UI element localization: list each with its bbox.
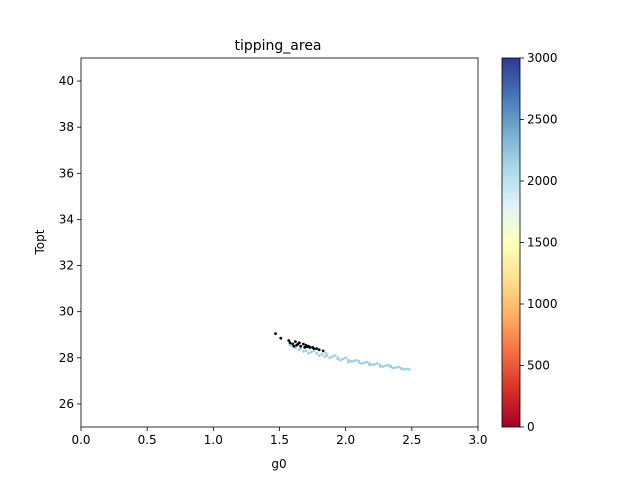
chart-title: tipping_area — [234, 38, 321, 54]
scatter-point — [333, 354, 337, 357]
x-tick-label: 2.0 — [336, 433, 355, 447]
scatter-point — [312, 349, 316, 353]
colorbar-ticks: 0 500 1000 1500 2000 2500 3000 — [520, 51, 558, 434]
colorbar: 0 500 1000 1500 2000 2500 3000 — [501, 51, 558, 434]
scatter-point — [354, 358, 358, 362]
scatter-point — [292, 344, 296, 348]
scatter-point — [338, 358, 342, 362]
y-tick-label: 40 — [59, 74, 74, 88]
scatter-point — [293, 340, 297, 344]
colorbar-tick-label: 2000 — [527, 174, 558, 188]
y-tick-label: 28 — [59, 351, 74, 365]
scatter-point — [288, 343, 292, 347]
scatter-point — [389, 364, 393, 368]
scatter-point — [312, 347, 316, 350]
scatter-point — [309, 350, 313, 354]
scatter-point — [368, 363, 371, 367]
scatter-point — [346, 360, 350, 364]
scatter-point — [304, 349, 308, 353]
scatter-point — [297, 348, 301, 352]
x-tick-label: 2.5 — [402, 433, 421, 447]
x-tick-label: 1.0 — [204, 433, 223, 447]
y-tick-label: 26 — [59, 397, 74, 411]
x-tick-label: 0.5 — [138, 433, 157, 447]
scatter-point — [323, 355, 326, 359]
scatter-point — [362, 361, 366, 365]
scatter-point — [405, 367, 408, 371]
scatter-point — [391, 366, 395, 370]
scatter-point — [315, 347, 318, 350]
scatter-point — [288, 341, 292, 345]
scatter-point — [376, 361, 379, 365]
scatter-point — [308, 346, 312, 349]
scatter-point — [331, 355, 334, 359]
scatter-point — [397, 365, 400, 369]
plot-area: tipping_area 0.0 0.5 1.0 1.5 2.0 2.5 3.0 26 28 3… — [33, 38, 488, 471]
scatter-point — [365, 360, 369, 364]
scatter-point — [299, 344, 303, 348]
scatter-point — [394, 366, 398, 369]
scatter-point — [301, 342, 305, 346]
scatter-point — [328, 356, 332, 360]
y-tick-label: 38 — [59, 120, 74, 134]
x-tick-label: 1.5 — [270, 433, 289, 447]
x-tick-label: 0.0 — [71, 433, 90, 447]
scatter-point — [352, 359, 356, 363]
scatter-point — [303, 346, 307, 349]
scatter-point — [349, 359, 353, 363]
scatter-point — [357, 359, 361, 363]
scatter-point — [279, 336, 283, 340]
scatter-point — [373, 362, 377, 366]
scatter-point — [321, 349, 325, 353]
scatter-point — [341, 357, 345, 361]
x-tick-label: 3.0 — [468, 433, 487, 447]
scatter-point — [325, 354, 329, 357]
y-tick-label: 36 — [59, 166, 74, 180]
scatter-point — [336, 357, 340, 361]
colorbar-tick-label: 1000 — [527, 297, 558, 311]
scatter-point — [386, 363, 390, 367]
scatter-point — [305, 345, 309, 349]
scatter-point — [402, 367, 406, 371]
colorbar-tick-label: 0 — [527, 420, 535, 434]
scatter-point — [301, 349, 305, 353]
y-tick-label: 34 — [59, 212, 74, 226]
x-axis-label: g0 — [271, 457, 286, 471]
y-axis: 26 28 30 32 34 36 38 40 — [59, 74, 81, 411]
y-tick-label: 30 — [59, 305, 74, 319]
scatter-point — [320, 352, 324, 356]
scatter-point — [324, 351, 328, 355]
colorbar-gradient — [502, 58, 520, 427]
x-axis: 0.0 0.5 1.0 1.5 2.0 2.5 3.0 — [71, 427, 488, 447]
scatter-point — [378, 364, 382, 368]
colorbar-tick-label: 3000 — [527, 51, 558, 65]
scatter-point — [291, 342, 295, 346]
scatter-point — [317, 354, 321, 357]
colorbar-tick-label: 500 — [527, 359, 550, 373]
scatter-point — [370, 363, 374, 367]
scatter-point — [296, 342, 300, 346]
colorbar-tick-label: 1500 — [527, 236, 558, 250]
scatter-point — [315, 351, 318, 355]
colorbar-tick-label: 2500 — [527, 113, 558, 127]
scatter-points — [274, 332, 411, 371]
scatter-point — [407, 367, 411, 371]
scatter-point — [274, 332, 277, 335]
scatter-point — [317, 348, 321, 352]
scatter-point — [383, 364, 387, 368]
y-tick-label: 32 — [59, 259, 74, 273]
scatter-point — [399, 367, 403, 371]
scatter-point — [381, 365, 385, 368]
scatter-point — [307, 351, 311, 355]
scatter-point — [344, 356, 348, 360]
scatter-point — [287, 339, 291, 342]
y-axis-label: Topt — [33, 229, 47, 255]
scatter-point — [360, 362, 363, 365]
